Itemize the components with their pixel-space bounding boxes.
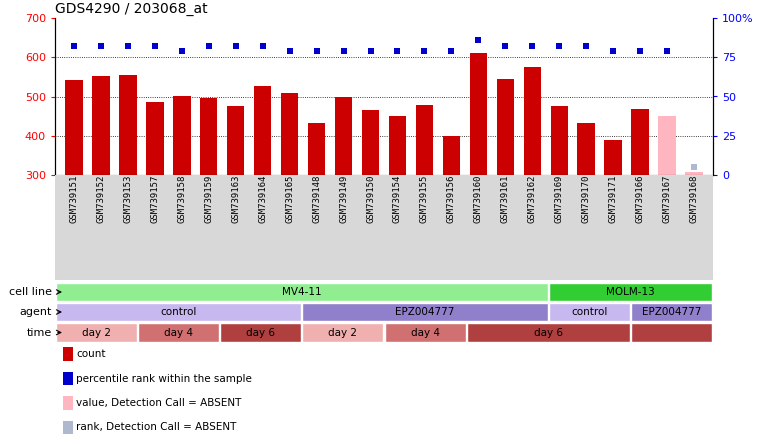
Bar <box>65 80 83 175</box>
Bar <box>335 97 352 175</box>
Text: count: count <box>76 349 106 359</box>
Text: GSM739160: GSM739160 <box>474 175 483 223</box>
Text: GSM739159: GSM739159 <box>204 175 213 223</box>
Bar <box>658 116 676 175</box>
Text: day 4: day 4 <box>164 328 193 337</box>
FancyBboxPatch shape <box>56 303 301 321</box>
Bar <box>119 75 136 175</box>
Bar <box>686 172 703 175</box>
Text: GSM739150: GSM739150 <box>366 175 375 223</box>
Text: GSM739164: GSM739164 <box>258 175 267 223</box>
Text: cell line: cell line <box>8 287 52 297</box>
Text: rank, Detection Call = ABSENT: rank, Detection Call = ABSENT <box>76 422 237 432</box>
Bar <box>470 52 487 175</box>
Text: GSM739168: GSM739168 <box>689 175 699 223</box>
Text: GSM739170: GSM739170 <box>581 175 591 223</box>
Text: day 4: day 4 <box>411 328 440 337</box>
Text: GSM739154: GSM739154 <box>393 175 402 223</box>
Text: EPZ004777: EPZ004777 <box>642 307 702 317</box>
Bar <box>578 123 595 175</box>
Text: control: control <box>160 307 196 317</box>
Text: agent: agent <box>19 307 52 317</box>
Text: EPZ004777: EPZ004777 <box>396 307 455 317</box>
Text: day 2: day 2 <box>329 328 358 337</box>
Text: day 2: day 2 <box>81 328 110 337</box>
Bar <box>389 116 406 175</box>
Bar <box>604 140 622 175</box>
FancyBboxPatch shape <box>467 323 630 342</box>
FancyBboxPatch shape <box>302 303 548 321</box>
Bar <box>146 102 164 175</box>
Text: GSM739161: GSM739161 <box>501 175 510 223</box>
Text: GDS4290 / 203068_at: GDS4290 / 203068_at <box>55 2 208 16</box>
Bar <box>200 98 218 175</box>
Text: percentile rank within the sample: percentile rank within the sample <box>76 373 252 384</box>
Text: day 6: day 6 <box>246 328 275 337</box>
Text: GSM739165: GSM739165 <box>285 175 294 223</box>
Text: GSM739152: GSM739152 <box>97 175 105 223</box>
Text: GSM739171: GSM739171 <box>609 175 618 223</box>
Text: MOLM-13: MOLM-13 <box>607 287 655 297</box>
Bar <box>254 86 272 175</box>
Bar <box>281 93 298 175</box>
Text: time: time <box>27 328 52 337</box>
FancyBboxPatch shape <box>220 323 301 342</box>
Text: GSM739155: GSM739155 <box>420 175 429 223</box>
Bar <box>497 79 514 175</box>
Bar <box>92 76 110 175</box>
FancyBboxPatch shape <box>632 323 712 342</box>
Bar <box>524 67 541 175</box>
Bar <box>416 105 433 175</box>
Text: GSM739167: GSM739167 <box>663 175 672 223</box>
FancyBboxPatch shape <box>55 175 713 280</box>
Text: GSM739148: GSM739148 <box>312 175 321 223</box>
Bar <box>361 110 379 175</box>
Bar <box>307 123 326 175</box>
FancyBboxPatch shape <box>56 323 136 342</box>
Text: GSM739162: GSM739162 <box>528 175 537 223</box>
Bar <box>173 96 190 175</box>
Text: value, Detection Call = ABSENT: value, Detection Call = ABSENT <box>76 398 242 408</box>
Text: control: control <box>572 307 608 317</box>
FancyBboxPatch shape <box>632 303 712 321</box>
Text: GSM739153: GSM739153 <box>123 175 132 223</box>
Bar <box>443 136 460 175</box>
Bar <box>227 106 244 175</box>
FancyBboxPatch shape <box>549 283 712 301</box>
FancyBboxPatch shape <box>138 323 219 342</box>
Text: GSM739158: GSM739158 <box>177 175 186 223</box>
FancyBboxPatch shape <box>384 323 466 342</box>
Text: GSM739163: GSM739163 <box>231 175 240 223</box>
FancyBboxPatch shape <box>549 303 630 321</box>
Bar <box>632 109 649 175</box>
Bar <box>550 106 568 175</box>
Text: GSM739151: GSM739151 <box>69 175 78 223</box>
FancyBboxPatch shape <box>56 283 548 301</box>
Text: day 6: day 6 <box>534 328 563 337</box>
Text: GSM739169: GSM739169 <box>555 175 564 223</box>
Text: MV4-11: MV4-11 <box>282 287 322 297</box>
Text: GSM739157: GSM739157 <box>150 175 159 223</box>
FancyBboxPatch shape <box>302 323 384 342</box>
Text: GSM739149: GSM739149 <box>339 175 348 223</box>
Text: GSM739166: GSM739166 <box>635 175 645 223</box>
Text: GSM739156: GSM739156 <box>447 175 456 223</box>
